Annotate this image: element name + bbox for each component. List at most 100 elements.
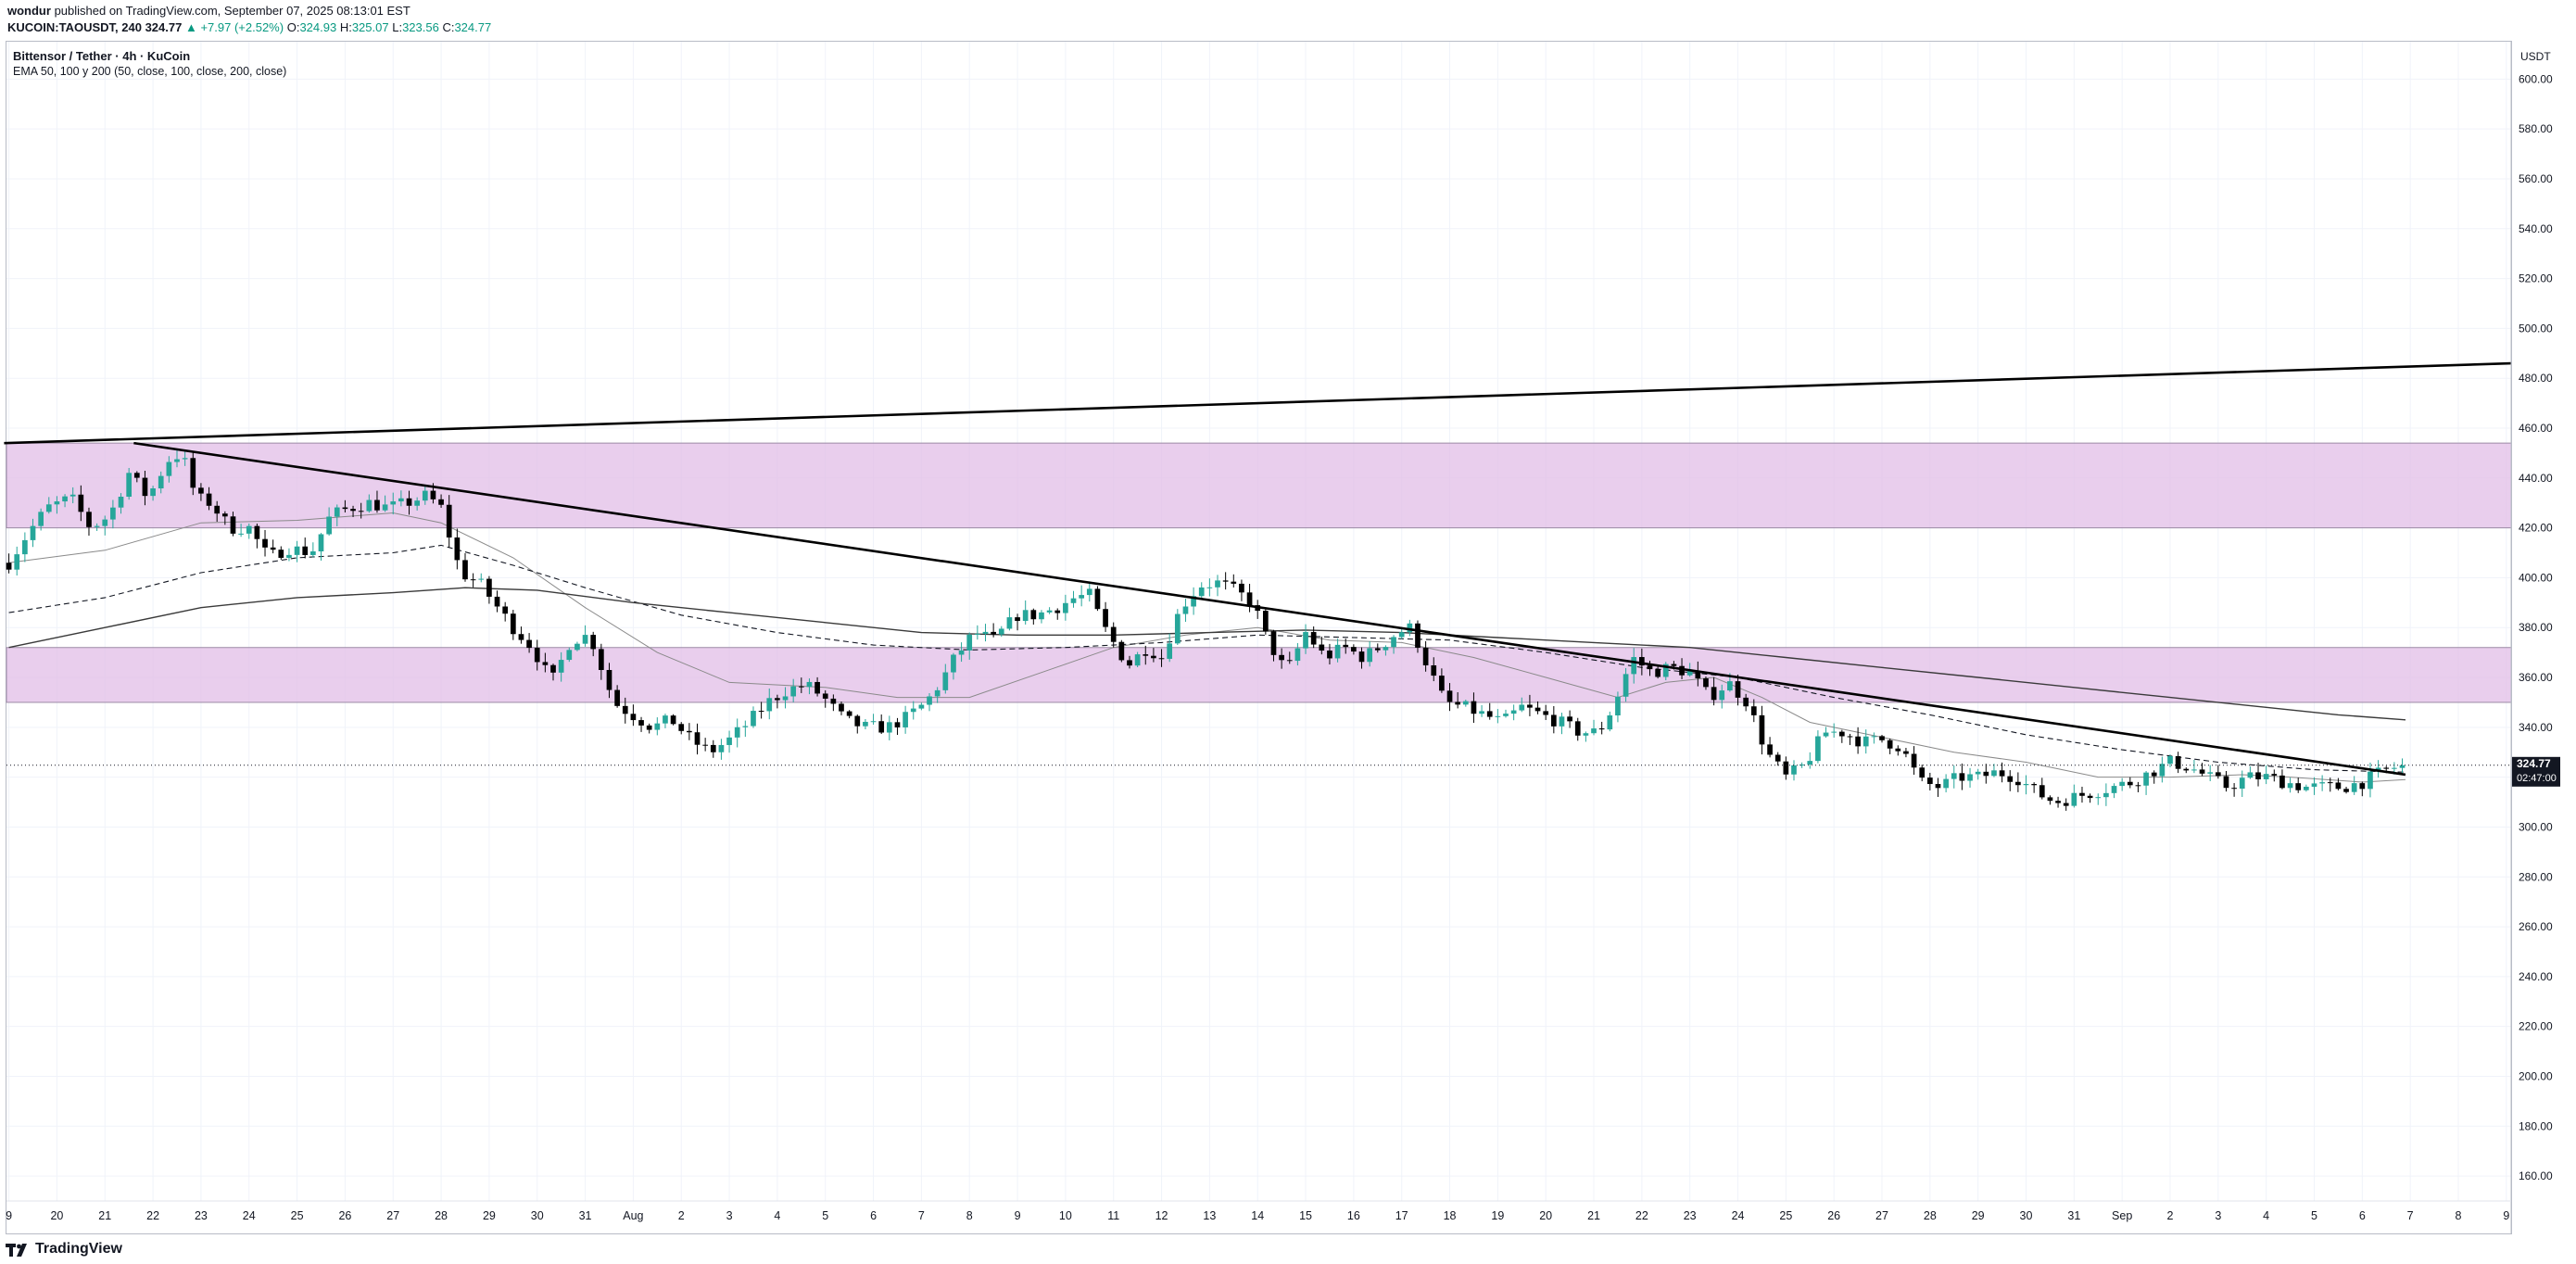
x-tick-label: 22 [146, 1209, 159, 1222]
candle-up [942, 672, 949, 690]
high-label: H: [339, 20, 352, 34]
candle-down [2151, 772, 2157, 777]
candle-up [238, 533, 244, 535]
legend-ema[interactable]: EMA 50, 100 y 200 (50, close, 100, close… [13, 65, 287, 78]
legend-title[interactable]: Bittensor / Tether · 4h · KuCoin [13, 49, 191, 63]
candle-up [2311, 783, 2317, 787]
candle-down [1783, 761, 1789, 775]
low-label: L: [392, 20, 403, 34]
candle-down [1935, 784, 1941, 789]
candle-down [1527, 704, 1533, 708]
author-name[interactable]: wondur [7, 4, 51, 18]
candle-down [1855, 736, 1861, 747]
candle-up [1503, 714, 1509, 716]
candle-up [766, 698, 773, 712]
publish-line: wondur published on TradingView.com, Sep… [7, 4, 410, 18]
candle-down [1671, 664, 1677, 666]
candle-up [2304, 786, 2309, 790]
candle-up [478, 578, 485, 580]
candle-down [1094, 588, 1101, 610]
footer-brand[interactable]: TradingView [35, 1241, 122, 1257]
y-tick-label: 580.00 [2519, 122, 2553, 135]
candle-up [2239, 777, 2245, 790]
candle-down [1838, 731, 1845, 737]
y-tick-label: 600.00 [2519, 72, 2553, 85]
candle-down [550, 664, 556, 673]
candle-down [2047, 797, 2053, 802]
candle-up [566, 650, 573, 661]
candle-up [366, 499, 373, 512]
candle-down [1999, 770, 2005, 777]
candle-up [1975, 771, 1981, 775]
candle-up [1495, 715, 1501, 717]
candle-down [1054, 610, 1061, 613]
y-tick-label: 380.00 [2519, 621, 2553, 634]
candle-down [1118, 641, 1125, 661]
candle-down [133, 473, 140, 478]
candle-down [2055, 801, 2061, 803]
candle-down [190, 458, 196, 488]
candle-down [2383, 767, 2390, 769]
candle-up [1871, 736, 1877, 738]
x-tick-label: 24 [243, 1209, 256, 1222]
candle-down [2335, 782, 2342, 790]
candle-down [894, 722, 901, 727]
published-text: published on TradingView.com, September … [54, 4, 410, 18]
trendlines [4, 361, 2512, 777]
candle-up [1398, 632, 1405, 638]
candle-up [1583, 733, 1589, 736]
candle-down [2271, 774, 2278, 776]
candle-down [758, 711, 764, 713]
candle-up [1215, 580, 1220, 588]
y-tick-label: 460.00 [2519, 422, 2553, 435]
trendline-upper [4, 361, 2512, 445]
x-tick-label: 3 [726, 1209, 733, 1222]
candle-up [2263, 774, 2269, 779]
x-tick-label: 30 [2020, 1209, 2033, 1222]
y-tick-label: 520.00 [2519, 272, 2553, 285]
x-tick-label: 5 [822, 1209, 828, 1222]
candle-up [69, 494, 76, 497]
x-tick-label: 31 [579, 1209, 592, 1222]
candle-down [1679, 665, 1685, 676]
x-tick-label: 12 [1155, 1209, 1168, 1222]
candle-down [1439, 676, 1445, 691]
candle-down [2327, 782, 2333, 784]
candle-down [2199, 769, 2205, 774]
candle-down [1127, 660, 1132, 666]
candle-down [2343, 789, 2349, 792]
candle-up [870, 721, 877, 723]
candle-down [1158, 658, 1165, 660]
candle-up [982, 631, 989, 634]
candle-down [1239, 583, 1244, 593]
y-tick-label: 360.00 [2519, 671, 2553, 684]
candle-down [1431, 664, 1437, 676]
candle-up [334, 507, 340, 517]
y-tick-label: 280.00 [2519, 870, 2553, 883]
ema-200-line [8, 587, 2406, 721]
y-tick-label: 560.00 [2519, 172, 2553, 185]
candle-down [2031, 784, 2037, 786]
candle-down [486, 578, 492, 597]
candle-down [687, 730, 692, 733]
candle-down [198, 487, 204, 494]
candle-down [694, 732, 701, 745]
candle-down [1015, 617, 1020, 622]
candle-up [2287, 783, 2293, 789]
candle-down [358, 511, 364, 512]
tradingview-logo-icon[interactable] [6, 1242, 30, 1257]
x-tick-label: Sep [2112, 1209, 2132, 1222]
candle-down [1030, 610, 1037, 620]
candle-down [2175, 755, 2181, 769]
candle-up [126, 473, 133, 498]
candle-down [1279, 654, 1284, 661]
x-tick-label: 24 [1732, 1209, 1745, 1222]
x-tick-label: 16 [1347, 1209, 1360, 1222]
candle-down [278, 550, 284, 558]
candle-up [1367, 648, 1372, 663]
candle-up [102, 519, 108, 526]
x-tick-label: 28 [435, 1209, 448, 1222]
candle-up [1407, 623, 1413, 633]
symbol-label: KUCOIN:TAOUSDT, 240 [7, 20, 142, 34]
